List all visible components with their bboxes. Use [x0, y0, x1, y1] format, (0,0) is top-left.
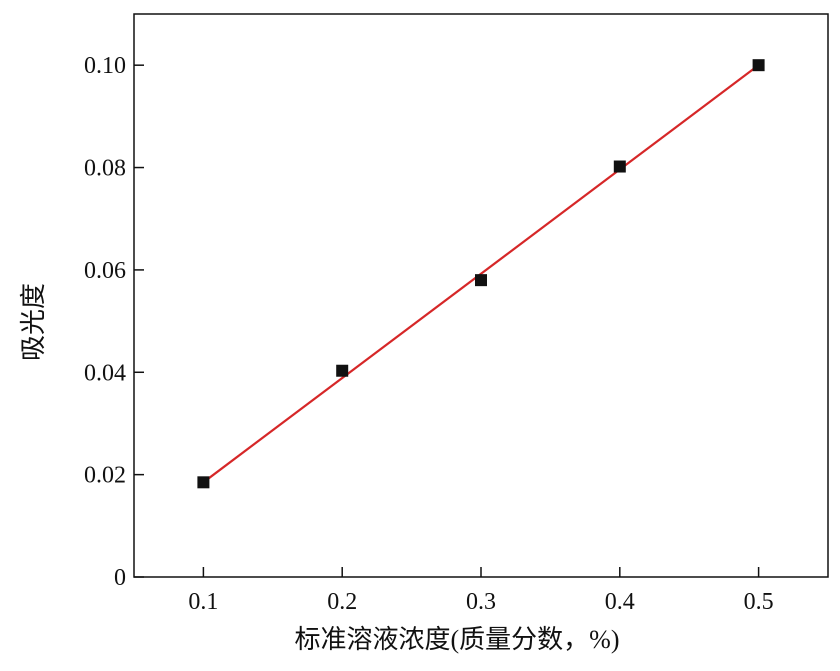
x-tick-label: 0.5	[744, 589, 774, 615]
fit-line-layer	[202, 64, 760, 484]
data-point	[197, 476, 210, 489]
data-point	[613, 160, 626, 173]
x-tick-label: 0.4	[605, 589, 635, 615]
plot-frame	[133, 13, 829, 578]
data-point	[752, 59, 765, 72]
y-tick-label: 0.10	[84, 53, 126, 79]
data-points-layer	[197, 59, 765, 489]
y-axis-label: 吸光度	[19, 283, 48, 361]
data-point	[475, 274, 487, 287]
y-tick-label: 0.08	[84, 156, 126, 182]
fit-line	[202, 64, 760, 484]
x-axis-label: 标准溶液浓度(质量分数，%)	[295, 625, 620, 654]
x-tick-label: 0.3	[466, 589, 496, 615]
data-point	[336, 364, 349, 377]
y-tick-label: 0.02	[84, 463, 126, 489]
x-tick-label: 0.2	[327, 589, 357, 615]
y-tick-label: 0.04	[84, 360, 126, 386]
y-tick-label: 0.06	[84, 258, 126, 284]
x-tick-label: 0.1	[188, 589, 218, 615]
x-axis-ticks: 0.1 0.2 0.3 0.4 0.5	[188, 567, 774, 615]
y-axis-ticks: 0 0.02 0.04 0.06 0.08 0.10	[84, 53, 144, 591]
y-tick-label: 0	[114, 565, 126, 591]
